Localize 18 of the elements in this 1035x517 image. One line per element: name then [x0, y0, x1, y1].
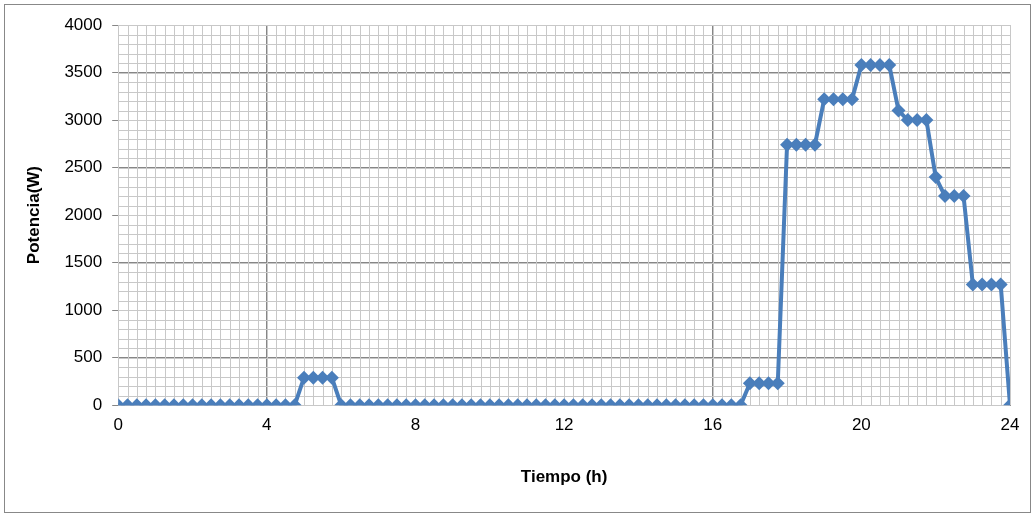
x-axis-title: Tiempo (h)	[520, 467, 608, 487]
y-tick-label: 2000	[64, 204, 103, 224]
y-tick-label: 1000	[64, 299, 103, 319]
x-tick-label: 8	[410, 415, 421, 435]
x-tick-label: 20	[851, 415, 871, 435]
x-tick-label: 16	[703, 415, 723, 435]
y-tick-label: 1500	[64, 252, 103, 272]
x-tick-label: 4	[262, 415, 272, 435]
y-axis-title: Potencia(W)	[23, 165, 43, 265]
x-tick-label: 24	[1000, 415, 1020, 435]
y-tick-label: 500	[73, 347, 103, 367]
x-tick-label: 0	[113, 415, 123, 435]
y-tick-label: 0	[92, 394, 103, 414]
y-tick-label: 3000	[64, 109, 103, 129]
x-tick-label: 12	[554, 415, 574, 435]
y-tick-label: 3500	[64, 62, 103, 82]
y-tick-label: 2500	[64, 157, 103, 177]
y-tick-label: 4000	[64, 14, 103, 34]
